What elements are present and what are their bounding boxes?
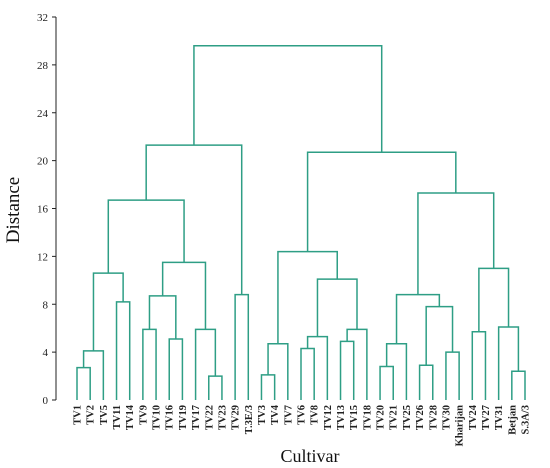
leaf-label: TV7 <box>283 405 294 425</box>
leaf-label: TV30 <box>441 405 452 430</box>
dendrogram-link <box>82 350 105 400</box>
dendrogram-link <box>208 375 223 400</box>
leaf-label: TV13 <box>336 405 347 430</box>
leaf-label: TV28 <box>428 405 439 430</box>
dendrogram-link <box>445 351 460 400</box>
leaf-label: TV10 <box>152 405 163 430</box>
y-tick-label: 8 <box>43 299 49 311</box>
dendrogram-link <box>300 347 315 400</box>
dendrogram-link <box>115 301 131 400</box>
dendrogram-link <box>267 342 289 400</box>
dendrogram-link <box>497 326 520 400</box>
leaf-label: TV22 <box>204 405 215 430</box>
dendrogram-link <box>316 278 358 337</box>
leaf-label: TV8 <box>310 405 321 425</box>
dendrogram-link <box>193 44 383 153</box>
leaf-label: TV19 <box>178 405 189 430</box>
x-axis-title: Cultivar <box>281 446 340 466</box>
leaf-label: TV25 <box>402 405 413 430</box>
y-tick-label: 28 <box>37 60 49 72</box>
y-tick-label: 12 <box>37 251 48 263</box>
y-tick-label: 20 <box>37 156 49 168</box>
dendrogram-link <box>471 331 487 400</box>
dendrogram-link <box>142 328 157 400</box>
leaf-label: TV6 <box>297 405 308 425</box>
y-axis: 0 4 8 12 16 20 24 28 32 <box>37 12 57 407</box>
dendrogram-link <box>306 151 457 252</box>
dendrogram-link <box>145 144 243 295</box>
leaf-label: Kharijan <box>455 405 466 447</box>
y-tick-label: 0 <box>43 395 49 407</box>
dendrogram-link <box>395 293 441 344</box>
dendrogram-link <box>107 199 185 274</box>
leaf-label: TV26 <box>415 405 426 430</box>
dendrogram-link <box>76 366 91 400</box>
leaf-label: TV14 <box>125 404 136 430</box>
leaf-label: TV29 <box>231 405 242 430</box>
dendrogram-link <box>260 374 276 400</box>
leaf-label: TV21 <box>389 405 400 430</box>
dendrogram-link <box>418 364 434 400</box>
dendrogram-link <box>346 328 368 400</box>
leaf-label: TV20 <box>376 405 387 430</box>
leaf-label: TV1 <box>73 405 84 425</box>
leaf-label: TV17 <box>191 405 202 430</box>
leaf-label: TV24 <box>468 404 479 430</box>
y-tick-label: 4 <box>43 347 49 359</box>
dendrogram-link <box>339 340 355 400</box>
dendrogram-link <box>478 267 510 332</box>
leaf-label: TV31 <box>494 405 505 430</box>
leaf-label: TV23 <box>217 405 228 430</box>
y-axis-title: Distance <box>3 177 24 243</box>
y-tick-label: 24 <box>37 108 49 120</box>
y-tick-label: 32 <box>37 12 48 24</box>
leaf-label: TV27 <box>481 405 492 430</box>
dendrogram-link <box>511 370 526 400</box>
y-tick-label: 16 <box>37 204 49 216</box>
dendrogram-link <box>194 328 217 400</box>
leaf-label: TV4 <box>270 404 281 425</box>
leaf-label: TV15 <box>349 405 360 430</box>
leaf-labels: TV1 TV2 TV5 TV11 TV14 TV9 TV10 TV16 TV19 TV17 TV22… <box>73 404 532 446</box>
leaf-label: TV5 <box>99 405 110 425</box>
dendrogram-links <box>76 44 526 400</box>
dendrogram-link <box>148 295 177 339</box>
leaf-label: TV3 <box>257 405 268 425</box>
leaf-label: S.3A/3 <box>521 405 532 434</box>
dendrogram-link <box>234 293 250 400</box>
leaf-label: TV18 <box>362 405 373 430</box>
dendrogram-link <box>92 272 124 351</box>
dendrogram-link <box>425 305 454 366</box>
leaf-label: TV16 <box>165 405 176 430</box>
dendrogram-link <box>168 338 184 400</box>
leaf-label: Betjan <box>507 405 518 435</box>
dendrogram-link <box>417 192 495 295</box>
leaf-label: TV9 <box>138 405 149 425</box>
leaf-label: TV2 <box>86 405 97 425</box>
dendrogram-link <box>277 250 338 344</box>
leaf-label: TV12 <box>323 405 334 430</box>
dendrogram-link <box>385 342 408 400</box>
dendrogram-link <box>306 335 329 400</box>
dendrogram-link <box>379 365 394 400</box>
leaf-label: T.3E/3 <box>244 405 255 434</box>
leaf-label: TV11 <box>112 405 123 430</box>
